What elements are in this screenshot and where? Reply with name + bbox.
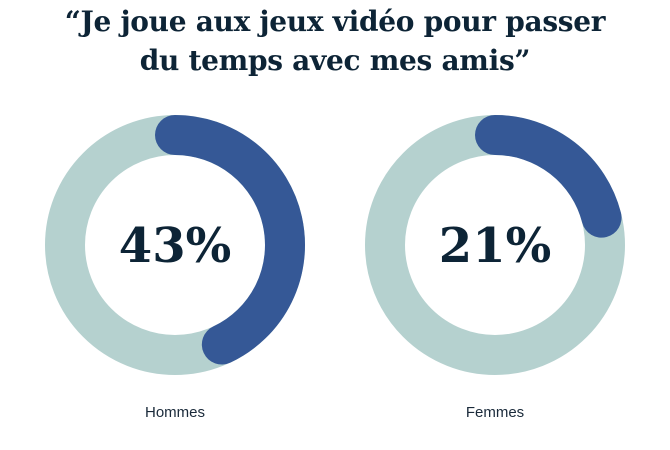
category-label-hommes: Hommes xyxy=(144,404,205,421)
donut-hommes: 43% xyxy=(45,115,305,375)
title-line-2: du temps avec mes amis” xyxy=(139,44,531,77)
donut-percent-label: 21% xyxy=(439,218,551,274)
chart-title: “Je joue aux jeux vidéo pour passer du t… xyxy=(0,2,670,80)
category-label-femmes: Femmes xyxy=(465,404,525,421)
donut-value-arc xyxy=(475,115,622,238)
donut-percent-label: 43% xyxy=(119,218,231,274)
donut-femmes: 21% xyxy=(365,115,625,375)
donut-value-arc xyxy=(155,115,305,365)
title-line-1: “Je joue aux jeux vidéo pour passer xyxy=(64,5,606,38)
